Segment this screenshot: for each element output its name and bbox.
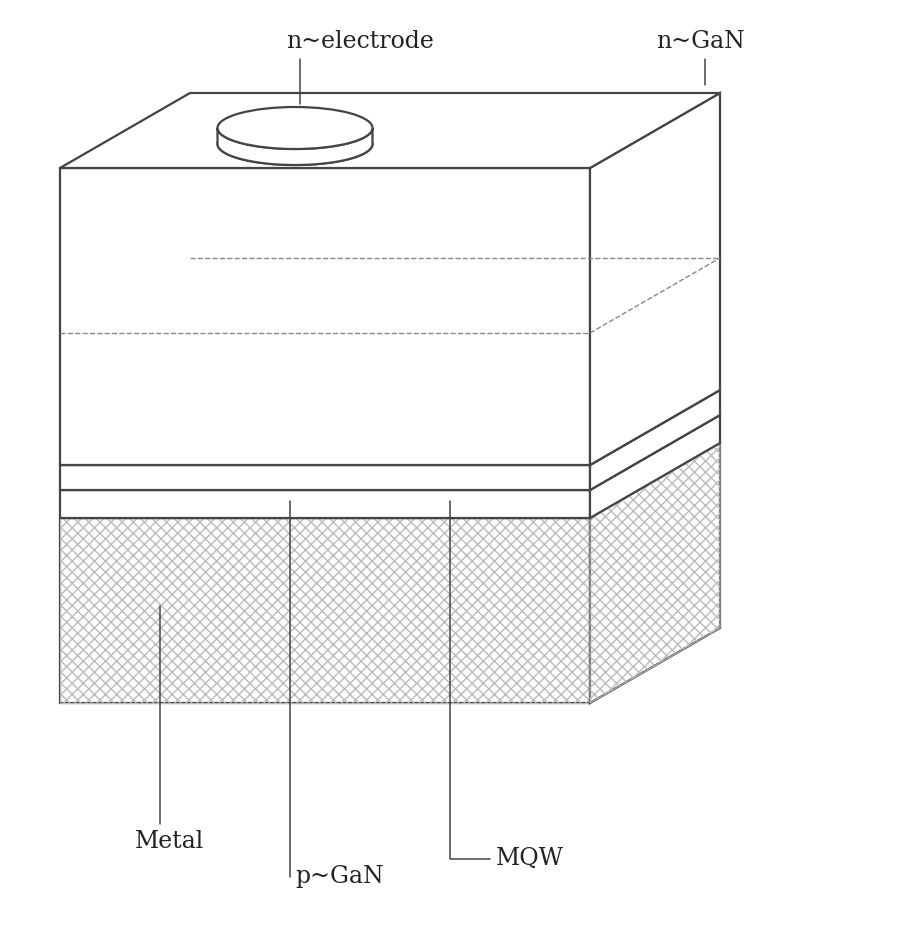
Polygon shape [60,443,720,518]
Text: MQW: MQW [450,501,564,870]
Text: p~GaN: p~GaN [290,501,384,888]
Polygon shape [590,443,720,703]
Ellipse shape [217,107,372,149]
Polygon shape [590,415,720,518]
Polygon shape [60,465,590,490]
Polygon shape [590,93,720,465]
Polygon shape [60,518,590,703]
Polygon shape [60,490,590,518]
Polygon shape [60,415,720,490]
Polygon shape [60,168,590,465]
Text: n~electrode: n~electrode [286,30,434,104]
Polygon shape [60,93,720,168]
Polygon shape [590,390,720,490]
Text: n~GaN: n~GaN [656,30,745,85]
Polygon shape [217,128,372,165]
Polygon shape [60,390,720,465]
Text: Metal: Metal [135,606,205,853]
Ellipse shape [217,123,372,165]
